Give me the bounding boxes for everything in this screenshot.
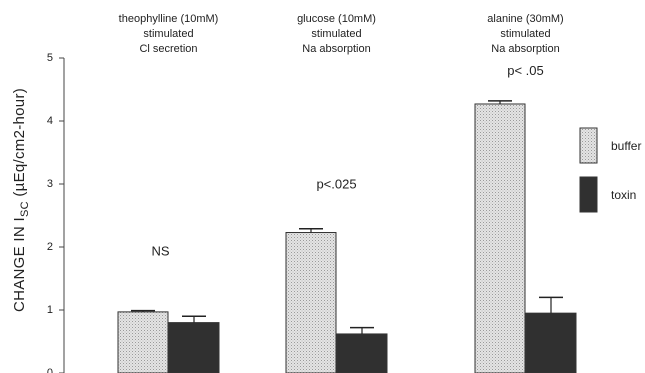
bar-toxin	[525, 312, 577, 373]
bar-buffer	[474, 103, 526, 373]
y-tick-label: 3	[47, 178, 53, 190]
y-axis-ticks: 0 1 2 3 4 5	[47, 52, 64, 373]
bar-toxin	[336, 333, 388, 373]
legend-swatch-toxin	[579, 176, 598, 213]
group-label-line: Na absorption	[491, 43, 560, 55]
significance-label: NS	[151, 244, 169, 259]
group-label-line: theophylline (10mM)	[119, 13, 219, 25]
y-axis-label-subscript: SC	[19, 201, 31, 217]
group-label-line: stimulated	[311, 28, 361, 40]
significance-label: p<.025	[316, 177, 356, 192]
bar-buffer	[117, 311, 169, 373]
legend-swatch-buffer	[579, 127, 598, 164]
y-tick-label: 0	[47, 367, 53, 373]
y-axis-label: CHANGE IN ISC (µEq/cm2-hour)	[11, 88, 31, 312]
group-labels: theophylline (10mM) stimulated Cl secretio…	[119, 13, 564, 55]
y-tick-label: 4	[47, 115, 53, 127]
y-tick-label: 1	[47, 304, 53, 316]
y-axis-label-prefix: CHANGE IN I	[11, 217, 28, 312]
group-label-line: stimulated	[500, 28, 550, 40]
group-label-line: Na absorption	[302, 43, 371, 55]
legend: buffer toxin	[579, 127, 641, 213]
y-tick-label: 5	[47, 52, 53, 64]
bars	[117, 100, 577, 373]
legend-label-buffer: buffer	[611, 139, 641, 153]
y-tick-label: 2	[47, 241, 53, 253]
bar-toxin	[168, 322, 220, 373]
significance-label: p< .05	[507, 63, 544, 78]
group-label-line: stimulated	[143, 28, 193, 40]
bar-buffer	[285, 232, 337, 373]
group-label-line: alanine (30mM)	[487, 13, 563, 25]
y-axis-label-suffix: (µEq/cm2-hour)	[11, 88, 28, 201]
significance-annotations: NS p<.025 p< .05	[151, 63, 543, 259]
group-label-line: Cl secretion	[139, 43, 197, 55]
legend-label-toxin: toxin	[611, 188, 636, 202]
group-label-line: glucose (10mM)	[297, 13, 376, 25]
